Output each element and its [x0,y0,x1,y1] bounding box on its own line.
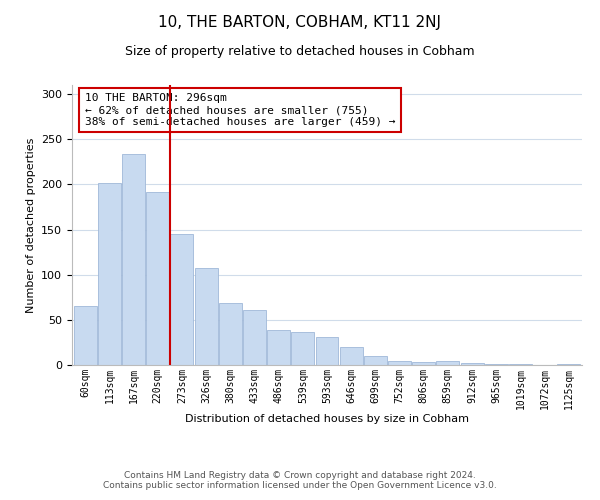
Bar [243,310,266,365]
Bar [509,364,532,365]
Bar [316,337,338,365]
Bar [485,364,508,365]
Bar [557,364,580,365]
Bar [412,362,435,365]
Bar [194,268,218,365]
Bar [292,332,314,365]
Bar [122,154,145,365]
Text: Size of property relative to detached houses in Cobham: Size of property relative to detached ho… [125,45,475,58]
Bar [364,356,387,365]
Bar [170,234,193,365]
Bar [98,182,121,365]
Bar [146,192,169,365]
Bar [461,363,484,365]
Bar [436,362,460,365]
X-axis label: Distribution of detached houses by size in Cobham: Distribution of detached houses by size … [185,414,469,424]
Y-axis label: Number of detached properties: Number of detached properties [26,138,35,312]
Bar [340,347,362,365]
Text: 10 THE BARTON: 296sqm
← 62% of detached houses are smaller (755)
38% of semi-det: 10 THE BARTON: 296sqm ← 62% of detached … [85,94,395,126]
Text: 10, THE BARTON, COBHAM, KT11 2NJ: 10, THE BARTON, COBHAM, KT11 2NJ [158,15,442,30]
Bar [219,302,242,365]
Bar [388,362,411,365]
Bar [74,306,97,365]
Bar [267,330,290,365]
Text: Contains HM Land Registry data © Crown copyright and database right 2024.
Contai: Contains HM Land Registry data © Crown c… [103,470,497,490]
